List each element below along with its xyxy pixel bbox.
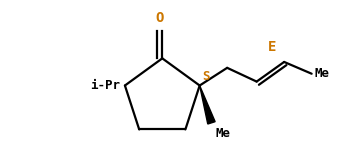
Text: Me: Me [315,67,330,80]
Text: E: E [268,40,277,54]
Text: i-Pr: i-Pr [90,79,120,92]
Text: O: O [156,11,164,25]
Text: Me: Me [215,127,230,140]
Polygon shape [200,86,215,124]
Text: S: S [203,70,210,83]
